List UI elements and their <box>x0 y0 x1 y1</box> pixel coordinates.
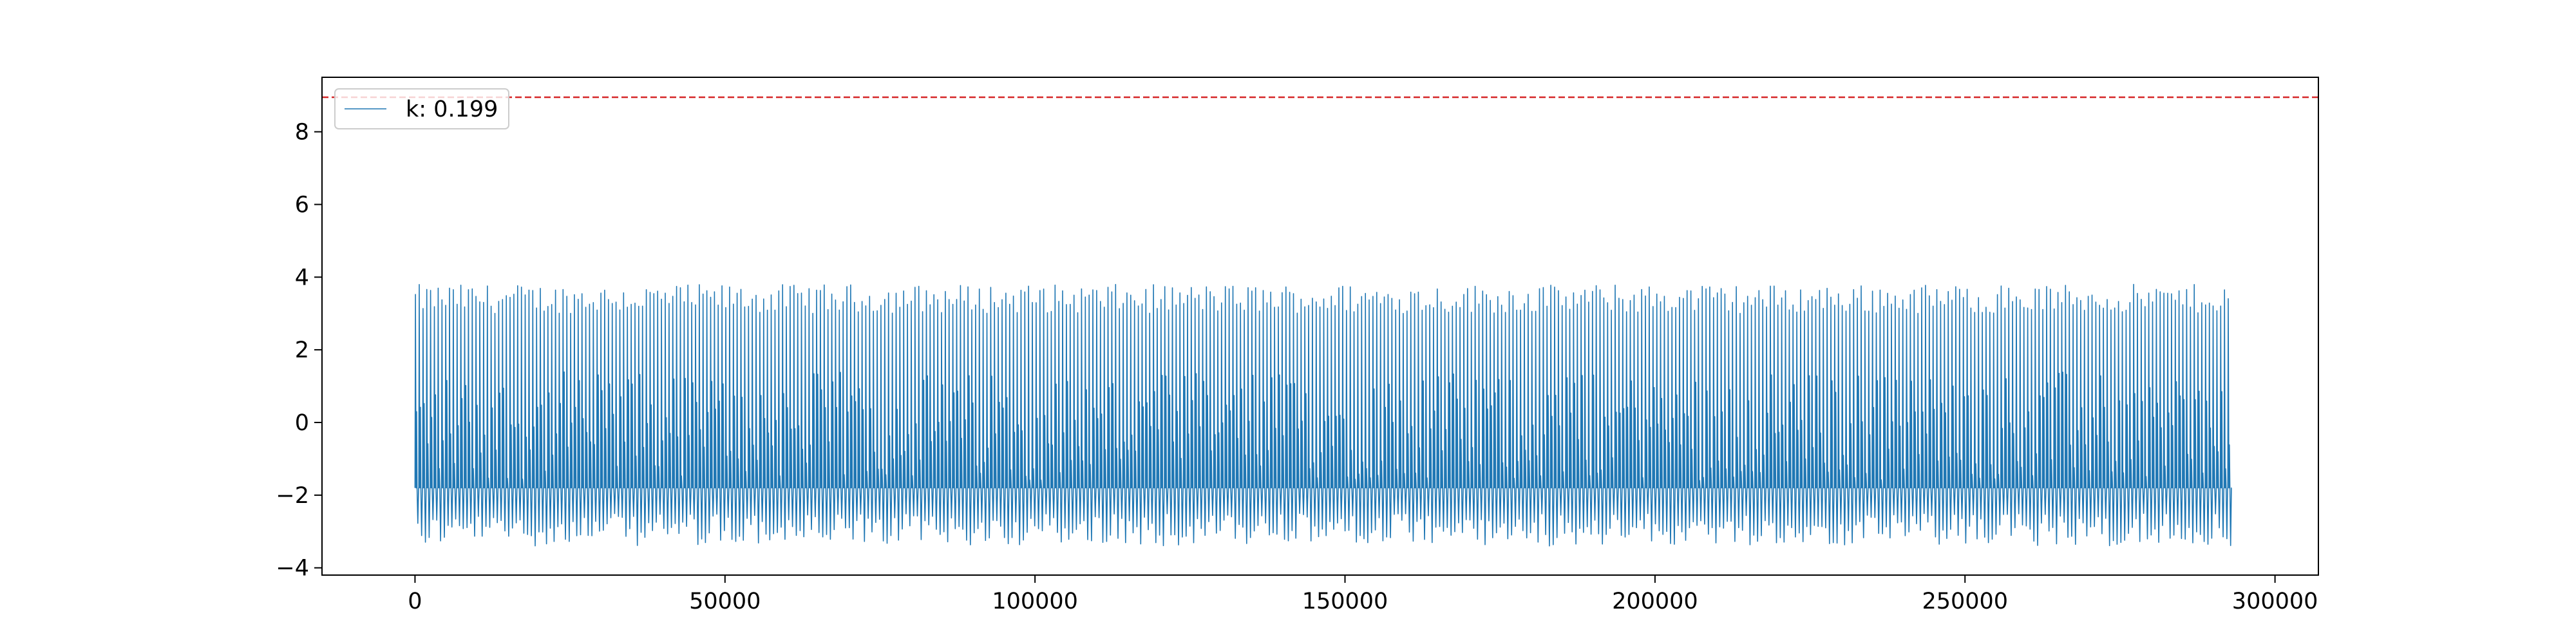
y-tick-label: 8 <box>295 120 309 146</box>
plot-frame <box>321 77 2319 576</box>
series-line-k-0-199 <box>414 283 2232 547</box>
y-tick-label: −4 <box>276 556 309 582</box>
x-tick-label: 50000 <box>689 589 761 614</box>
y-tick-label: 4 <box>295 265 309 290</box>
x-tick-label: 150000 <box>1302 589 1388 614</box>
x-tick-label: 300000 <box>2232 589 2318 614</box>
legend-label: k: 0.199 <box>406 97 498 122</box>
axes <box>321 77 2319 576</box>
x-tick-label: 200000 <box>1612 589 1698 614</box>
x-tick-label: 250000 <box>1922 589 2008 614</box>
ticks: 0 50000 100000 150000 200000 250000 300000 −4 −2… <box>276 120 2318 614</box>
y-tick-label: −2 <box>276 483 309 509</box>
y-tick-label: 6 <box>295 192 309 218</box>
x-tick-label: 0 <box>408 589 422 614</box>
legend-box <box>334 88 509 129</box>
plot-area <box>322 96 2318 547</box>
y-tick-label: 0 <box>295 410 309 436</box>
x-tick-label: 100000 <box>992 589 1078 614</box>
y-tick-label: 2 <box>295 337 309 363</box>
legend: k: 0.199 <box>334 88 509 129</box>
